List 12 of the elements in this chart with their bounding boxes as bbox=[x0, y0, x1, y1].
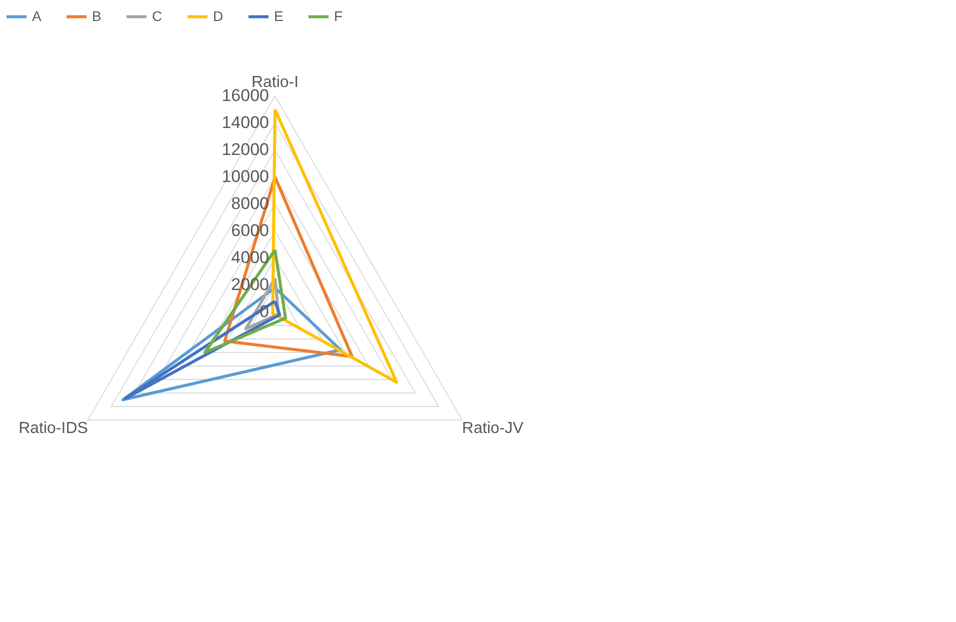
legend-label: F bbox=[334, 8, 343, 24]
y-tick-label: 16000 bbox=[222, 86, 269, 105]
y-tick-label: 14000 bbox=[222, 113, 269, 132]
legend-label: E bbox=[274, 8, 284, 24]
legend-label: A bbox=[32, 8, 42, 24]
y-tick-label: 12000 bbox=[222, 140, 269, 159]
y-tick-label: 10000 bbox=[222, 167, 269, 186]
spoke-label: Ratio-IDS bbox=[18, 420, 88, 437]
legend-label: C bbox=[152, 8, 162, 24]
legend-label: B bbox=[92, 8, 102, 24]
spoke-label: Ratio-JV bbox=[462, 420, 524, 437]
legend-label: D bbox=[213, 8, 224, 24]
